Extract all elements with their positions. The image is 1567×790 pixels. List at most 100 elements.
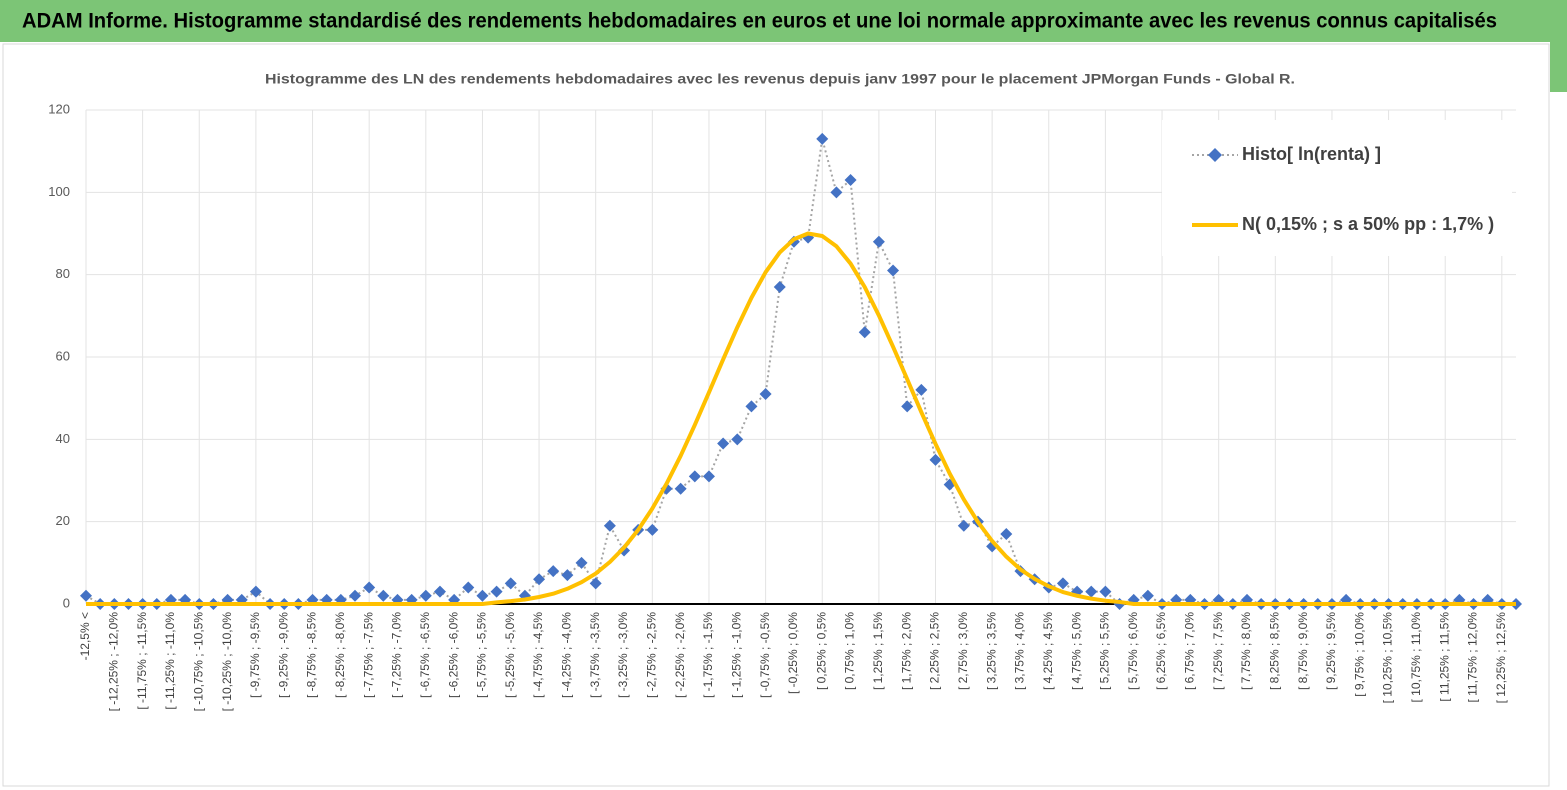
data-point xyxy=(490,585,503,598)
x-tick-label: [ -12,25% ; -12,0% xyxy=(106,612,120,712)
x-tick-label: [ 3,75% ; 4,0% xyxy=(1013,612,1027,690)
x-tick-label: [ 0,25% ; 0,5% xyxy=(814,612,828,690)
x-tick-label: [ 10,75% ; 11,0% xyxy=(1409,612,1423,703)
data-point xyxy=(745,400,758,413)
x-tick-label: [ 3,25% ; 3,5% xyxy=(984,612,998,690)
data-point xyxy=(688,470,701,483)
x-tick-label: [ -1,25% ; -1,0% xyxy=(729,612,743,698)
side-strip xyxy=(1550,42,1567,92)
data-point xyxy=(844,173,857,186)
x-tick-label: [ 6,75% ; 7,0% xyxy=(1183,612,1197,690)
x-tick-label: [ -0,75% ; -0,5% xyxy=(758,612,772,698)
x-tick-label: [ -11,75% ; -11,5% xyxy=(135,612,149,710)
x-tick-label: [ -11,25% ; -11,0% xyxy=(163,612,177,710)
data-point xyxy=(717,437,730,450)
data-point xyxy=(816,132,829,145)
x-tick-label: [ -3,25% ; -3,0% xyxy=(616,612,630,698)
data-point xyxy=(858,326,871,339)
data-point xyxy=(533,573,546,586)
data-point xyxy=(1000,528,1013,541)
legend-marker xyxy=(1208,148,1222,162)
data-point xyxy=(887,264,900,277)
data-point xyxy=(929,453,942,466)
data-point xyxy=(957,519,970,532)
data-point xyxy=(603,519,616,532)
data-point xyxy=(504,577,517,590)
x-tick-label: [ 9,75% ; 10,0% xyxy=(1352,612,1366,697)
data-point xyxy=(759,388,772,401)
x-tick-label: [ -10,25% ; -10,0% xyxy=(220,612,234,712)
x-tick-label: [ 6,25% ; 6,5% xyxy=(1154,612,1168,690)
x-tick-label: [ -4,25% ; -4,0% xyxy=(560,612,574,698)
data-point xyxy=(773,281,786,294)
data-point xyxy=(702,470,715,483)
x-tick-label: [ 1,25% ; 1,5% xyxy=(871,612,885,690)
data-point xyxy=(377,589,390,602)
data-point xyxy=(363,581,376,594)
x-tick-label: [ -5,75% ; -5,5% xyxy=(475,612,489,698)
x-tick-label: [ -3,75% ; -3,5% xyxy=(588,612,602,698)
x-tick-label: [ -2,75% ; -2,5% xyxy=(645,612,659,698)
data-point xyxy=(674,482,687,495)
data-point xyxy=(1141,589,1154,602)
data-point xyxy=(80,589,92,602)
data-point xyxy=(349,589,362,602)
x-tick-label: [ -7,25% ; -7,0% xyxy=(390,612,404,698)
header-bar xyxy=(0,0,1567,42)
x-tick-label: [ -0,25% ; 0,0% xyxy=(786,612,800,694)
x-tick-label: [ 11,75% ; 12,0% xyxy=(1466,612,1480,703)
data-point xyxy=(1085,585,1098,598)
series-line xyxy=(85,137,1516,605)
x-tick-label: [ 12,25% ; 12,5% xyxy=(1494,612,1508,704)
data-point xyxy=(901,400,914,413)
x-tick-label: [ -9,75% ; -9,5% xyxy=(248,612,262,698)
y-tick-label: 100 xyxy=(48,184,70,199)
data-point xyxy=(575,556,588,569)
x-tick-label: [ 0,75% ; 1,0% xyxy=(843,612,857,690)
data-point xyxy=(561,569,574,582)
x-tick-label: [ 11,25% ; 11,5% xyxy=(1437,612,1451,702)
data-point xyxy=(249,585,262,598)
x-tick-label: [ 10,25% ; 10,5% xyxy=(1381,612,1395,704)
x-tick-label: [ 4,75% ; 5,0% xyxy=(1069,612,1083,690)
chart-title: Histogramme des LN des rendements hebdom… xyxy=(265,71,1295,87)
data-point xyxy=(419,589,432,602)
y-tick-label: 0 xyxy=(63,595,70,610)
x-tick-label: [ 4,25% ; 4,5% xyxy=(1041,612,1055,690)
x-tick-label: [ 2,25% ; 2,5% xyxy=(928,612,942,690)
data-point xyxy=(547,565,560,578)
y-tick-label: 80 xyxy=(56,266,70,281)
x-tick-label: [ 5,25% ; 5,5% xyxy=(1098,612,1112,690)
x-tick-label: [ -9,25% ; -9,0% xyxy=(276,612,290,698)
legend-label: Histo[ ln(renta) ] xyxy=(1242,144,1381,164)
y-tick-label: 40 xyxy=(56,431,70,446)
y-tick-label: 60 xyxy=(56,348,70,363)
data-point xyxy=(433,585,446,598)
data-point xyxy=(1056,577,1069,590)
y-tick-label: 120 xyxy=(48,101,70,116)
legend-label: N( 0,15% ; s a 50% pp : 1,7% ) xyxy=(1242,214,1494,234)
x-tick-label: [ -8,25% ; -8,0% xyxy=(333,612,347,698)
x-tick-label: [ -4,75% ; -4,5% xyxy=(531,612,545,698)
x-tick-label: [ 2,75% ; 3,0% xyxy=(956,612,970,690)
data-point xyxy=(731,433,744,446)
data-point xyxy=(915,383,928,396)
x-tick-label: [ -6,25% ; -6,0% xyxy=(446,612,460,698)
data-point xyxy=(589,577,602,590)
x-tick-label: [ -1,75% ; -1,5% xyxy=(701,612,715,698)
x-tick-label: [ -8,75% ; -8,5% xyxy=(305,612,319,698)
x-tick-label: [ 8,75% ; 9,0% xyxy=(1296,612,1310,690)
x-tick-label: [ 5,75% ; 6,0% xyxy=(1126,612,1140,690)
legend-box xyxy=(1162,120,1512,256)
y-tick-label: 20 xyxy=(56,513,70,528)
x-tick-label: [ 1,75% ; 2,0% xyxy=(899,612,913,690)
header-title: ADAM Informe. Histogramme standardisé de… xyxy=(22,10,1497,33)
x-tick-label: [ -5,25% ; -5,0% xyxy=(503,612,517,698)
data-point xyxy=(830,186,843,199)
data-point xyxy=(462,581,475,594)
data-point xyxy=(476,589,489,602)
x-tick-label: [ 7,25% ; 7,5% xyxy=(1211,612,1225,690)
data-point xyxy=(1099,585,1112,598)
x-tick-label: [ 9,25% ; 9,5% xyxy=(1324,612,1338,690)
